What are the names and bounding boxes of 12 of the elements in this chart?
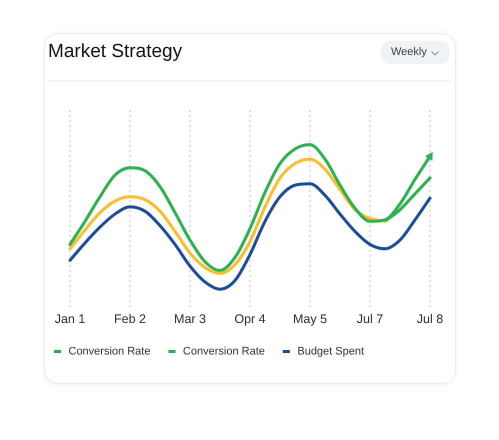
chart-title: Market Strategy <box>48 41 182 63</box>
x-tick-label: Jul 8 <box>416 312 444 326</box>
x-tick-label: Feb 2 <box>114 312 146 326</box>
x-tick-label: Opr 4 <box>234 312 266 326</box>
x-tick-label: Jul 7 <box>356 312 384 326</box>
x-tick-label: Jan 1 <box>54 312 86 326</box>
legend-label: Conversion Rate <box>182 346 265 358</box>
x-tick-label: Mar 3 <box>174 312 206 326</box>
legend-label: Conversion Rate <box>68 346 150 358</box>
x-tick-label: May 5 <box>292 312 328 326</box>
legend-label: Budget Spent <box>297 346 364 358</box>
text: Weekly <box>391 46 427 59</box>
